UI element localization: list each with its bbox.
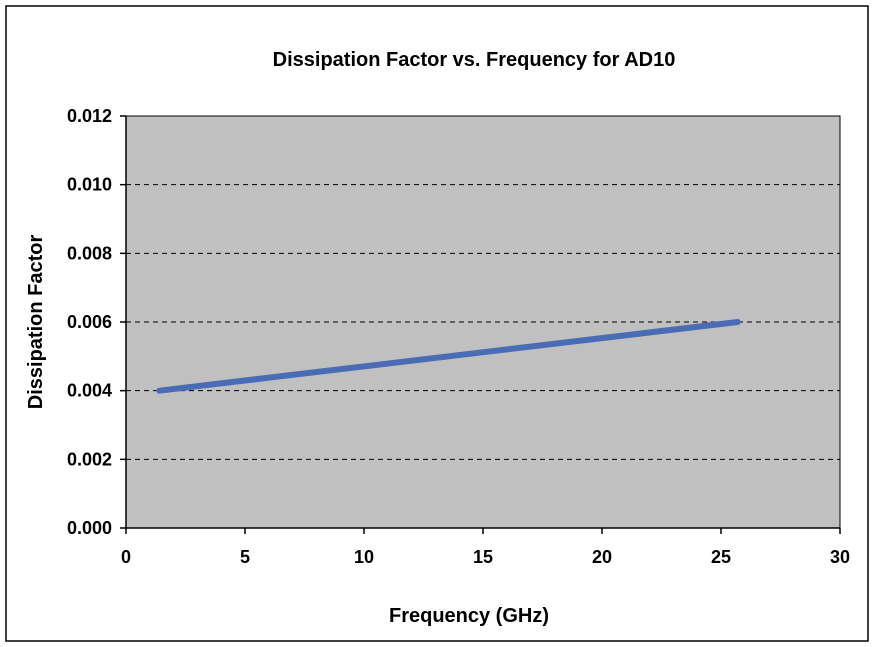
chart-title: Dissipation Factor vs. Frequency for AD1…	[273, 49, 676, 71]
x-tick-label-4: 20	[592, 547, 612, 567]
x-tick-label-3: 15	[473, 547, 493, 567]
x-axis-title: Frequency (GHz)	[389, 605, 549, 627]
x-tick-label-1: 5	[240, 547, 250, 567]
series-layer	[156, 319, 741, 394]
y-axis-title: Dissipation Factor	[25, 235, 47, 410]
y-tick-label-1: 0.002	[67, 449, 112, 469]
y-tick-label-6: 0.012	[67, 106, 112, 126]
x-tick-label-0: 0	[121, 547, 131, 567]
x-tick-label-2: 10	[354, 547, 374, 567]
y-tick-label-3: 0.006	[67, 312, 112, 332]
y-tick-label-5: 0.010	[67, 175, 112, 195]
series-line-0	[156, 319, 741, 394]
x-tick-label-5: 25	[711, 547, 731, 567]
y-tick-label-0: 0.000	[67, 518, 112, 538]
tick-labels: 0.000 0.002 0.004 0.006 0.008 0.010 0.012 0 5 10 1…	[67, 106, 850, 567]
x-tick-label-6: 30	[830, 547, 850, 567]
gridlines	[126, 184, 840, 460]
y-tick-label-4: 0.008	[67, 243, 112, 263]
y-tick-label-2: 0.004	[67, 381, 112, 401]
